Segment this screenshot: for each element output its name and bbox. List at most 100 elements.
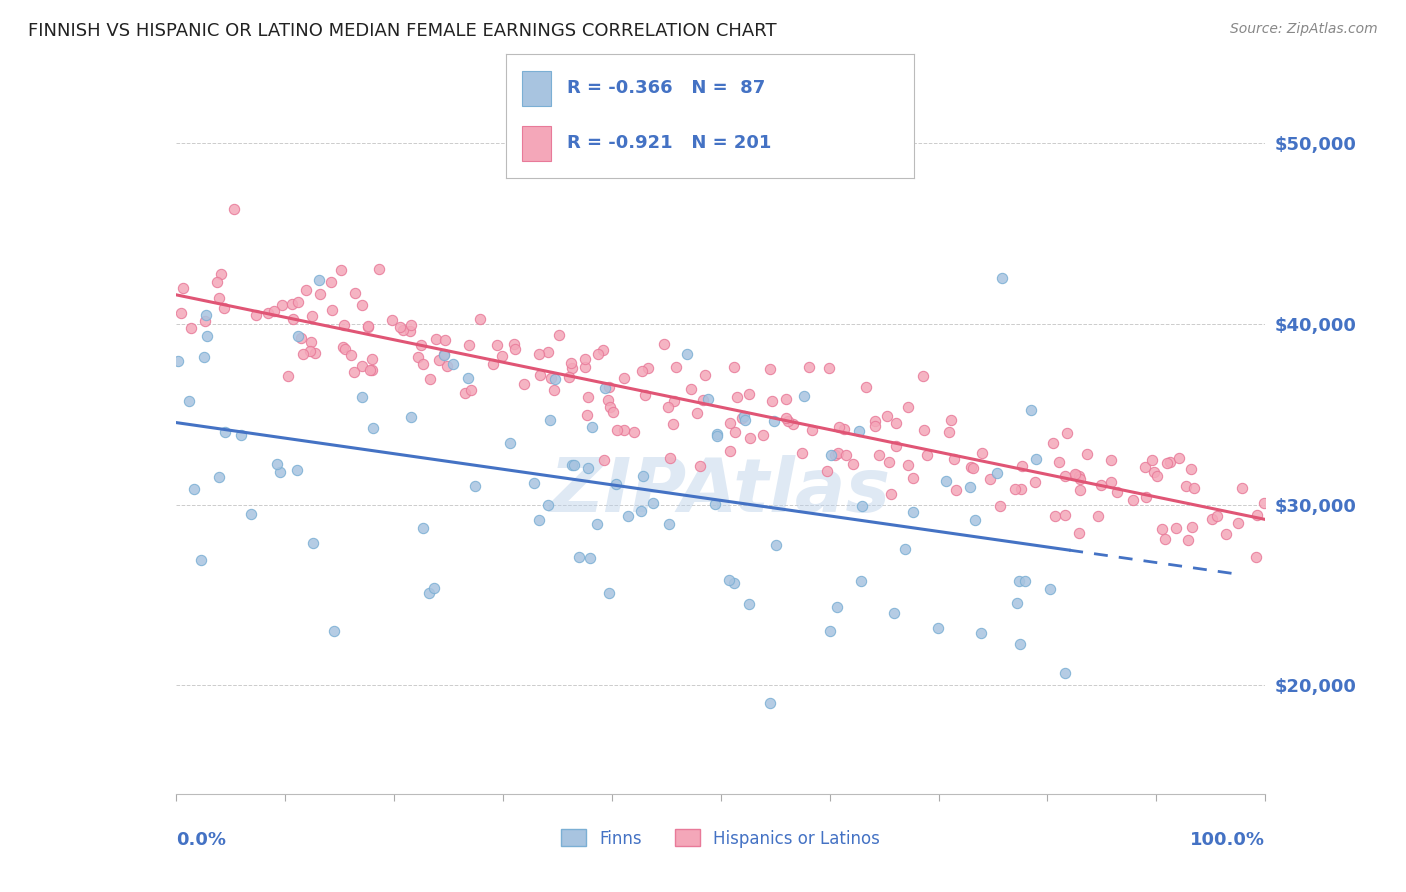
Point: [1005, 596, 1028, 610]
Point: [598, 586, 620, 600]
Point: [574, 359, 596, 374]
Point: [662, 417, 685, 431]
Point: [367, 262, 389, 277]
Text: ZIPAtlas: ZIPAtlas: [550, 455, 891, 528]
Point: [1025, 452, 1047, 467]
Point: [1133, 460, 1156, 475]
Point: [406, 351, 429, 365]
Text: 100.0%: 100.0%: [1191, 831, 1265, 849]
Point: [266, 457, 288, 471]
Point: [818, 360, 841, 375]
Point: [633, 469, 655, 483]
Point: [1159, 455, 1181, 469]
Point: [613, 370, 636, 384]
Point: [1201, 512, 1223, 526]
Point: [543, 383, 565, 397]
Point: [290, 331, 312, 345]
Point: [724, 425, 747, 440]
Legend: Finns, Hispanics or Latinos: Finns, Hispanics or Latinos: [554, 822, 887, 855]
Point: [1008, 637, 1031, 651]
Point: [664, 394, 686, 409]
Point: [361, 351, 384, 366]
Point: [718, 573, 741, 587]
Point: [725, 390, 748, 404]
Point: [457, 371, 479, 385]
Point: [194, 314, 217, 328]
Point: [912, 423, 935, 437]
Point: [897, 458, 920, 472]
Point: [256, 306, 278, 320]
Point: [855, 380, 877, 394]
Point: [641, 496, 664, 510]
Point: [630, 503, 652, 517]
Bar: [523, 126, 551, 161]
Point: [301, 309, 323, 323]
Point: [588, 346, 610, 360]
Point: [665, 359, 688, 374]
Point: [884, 416, 907, 430]
Point: [969, 626, 991, 640]
Point: [959, 460, 981, 475]
Point: [578, 551, 600, 566]
Point: [720, 444, 742, 458]
Point: [491, 349, 513, 363]
Point: [927, 621, 949, 635]
Point: [617, 509, 640, 524]
Point: [308, 273, 330, 287]
Point: [401, 318, 423, 332]
Point: [419, 372, 441, 386]
Point: [263, 303, 285, 318]
Point: [332, 341, 354, 355]
Point: [790, 446, 813, 460]
Point: [299, 335, 322, 350]
Point: [915, 448, 938, 462]
Point: [523, 476, 546, 491]
Point: [1053, 508, 1076, 522]
Point: [560, 356, 582, 370]
Point: [1142, 453, 1164, 467]
Point: [965, 513, 987, 527]
Point: [659, 450, 682, 465]
Point: [1069, 483, 1091, 497]
Point: [1067, 525, 1090, 540]
Point: [815, 464, 838, 478]
Point: [527, 512, 550, 526]
Point: [935, 474, 957, 488]
Point: [1143, 466, 1166, 480]
Point: [468, 311, 491, 326]
Point: [208, 291, 231, 305]
Text: FINNISH VS HISPANIC OR LATINO MEDIAN FEMALE EARNINGS CORRELATION CHART: FINNISH VS HISPANIC OR LATINO MEDIAN FEM…: [28, 22, 776, 40]
Point: [177, 394, 200, 409]
Point: [1039, 582, 1062, 596]
Point: [1019, 403, 1042, 417]
Point: [1177, 533, 1199, 547]
Point: [979, 472, 1001, 486]
Point: [820, 448, 842, 462]
Point: [585, 516, 607, 531]
Point: [1101, 475, 1123, 490]
Point: [280, 297, 302, 311]
Point: [513, 376, 536, 391]
Point: [537, 345, 560, 359]
Point: [692, 392, 714, 407]
Point: [557, 369, 579, 384]
Point: [606, 423, 628, 437]
Point: [799, 359, 821, 374]
Point: [482, 358, 505, 372]
Point: [269, 465, 291, 479]
Point: [986, 466, 1008, 480]
Point: [205, 275, 228, 289]
Point: [304, 345, 326, 359]
Point: [1024, 475, 1046, 489]
Point: [752, 427, 775, 442]
Point: [1206, 509, 1229, 524]
Point: [1008, 574, 1031, 589]
Point: [411, 338, 433, 352]
Point: [1230, 481, 1253, 495]
Point: [877, 455, 900, 469]
Point: [1175, 479, 1198, 493]
Point: [321, 276, 343, 290]
Point: [592, 343, 614, 357]
Point: [738, 597, 761, 611]
Point: [912, 369, 935, 384]
